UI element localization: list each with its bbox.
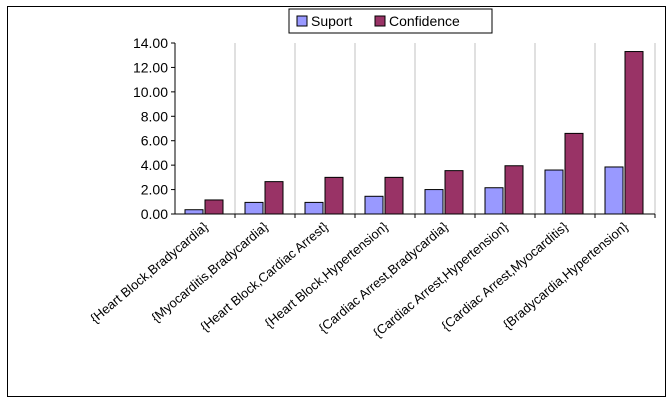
- bar-confidence: [204, 199, 224, 215]
- x-tick-label: {Heart Block,Bradycardia}: [87, 218, 211, 326]
- bar-confidence: [264, 181, 284, 215]
- y-tick-label: 6.00: [141, 133, 168, 149]
- y-tick-label: 0.00: [141, 206, 168, 222]
- legend-swatch-suport: [296, 15, 308, 27]
- bar-suport: [244, 201, 264, 215]
- bar-confidence: [564, 132, 584, 215]
- legend-swatch-confidence: [374, 15, 386, 27]
- bar-chart: Suport Confidence 0.00 2.00 4.00 6.00 8.00 10.…: [87, 8, 656, 340]
- y-tick-label: 14.00: [133, 35, 168, 51]
- bar-confidence: [624, 51, 644, 215]
- y-tick-label: 12.00: [133, 59, 168, 75]
- bar-suport: [604, 166, 624, 215]
- bar-suport: [424, 189, 444, 215]
- chart-frame: Suport Confidence 0.00 2.00 4.00 6.00 8.00 10.…: [7, 6, 666, 397]
- x-tick-label: {Myocarditis,Bradycardia}: [148, 218, 271, 325]
- y-tick-label: 10.00: [133, 84, 168, 100]
- x-axis: {Heart Block,Bradycardia}{Myocarditis,Br…: [87, 213, 656, 340]
- y-tick-label: 8.00: [141, 108, 168, 124]
- legend: Suport Confidence: [288, 8, 493, 34]
- plot-area: [184, 43, 656, 215]
- legend-box: [288, 8, 493, 34]
- y-tick-label: 2.00: [141, 182, 168, 198]
- legend-label-confidence: Confidence: [389, 13, 460, 29]
- bar-confidence: [504, 165, 524, 215]
- y-axis: 0.00 2.00 4.00 6.00 8.00 10.00 12.00 14.00: [133, 35, 176, 222]
- bar-suport: [304, 201, 324, 215]
- bar-suport: [544, 169, 564, 215]
- bar-confidence: [384, 176, 404, 215]
- bar-suport: [184, 209, 204, 215]
- y-tick-label: 4.00: [141, 157, 168, 173]
- bar-suport: [484, 187, 504, 215]
- bar-confidence: [444, 170, 464, 215]
- legend-label-suport: Suport: [311, 13, 352, 29]
- x-tick-label: {Bradycardia,Hypertension}: [500, 218, 631, 332]
- bar-confidence: [324, 176, 344, 215]
- bar-suport: [364, 195, 384, 215]
